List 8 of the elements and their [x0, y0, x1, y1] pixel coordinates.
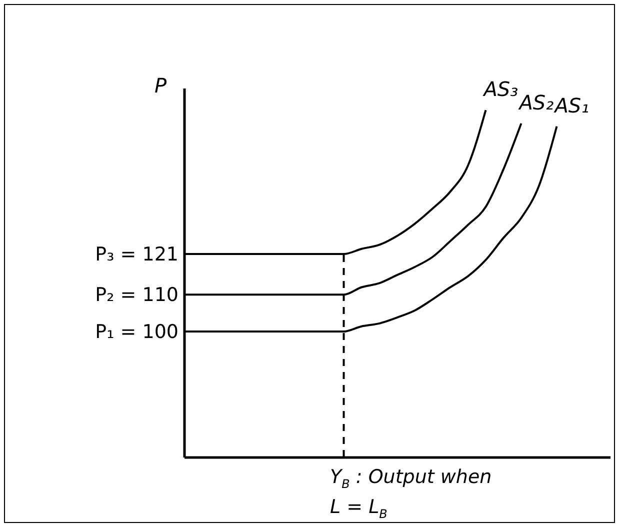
- series-label: AS₁: [552, 93, 590, 118]
- series-label: AS₃: [482, 77, 518, 102]
- y-tick-label: P₁ = 100: [95, 321, 178, 344]
- x-axis-title: Y$_{B}$ : Output when L = L$_{B}$: [330, 466, 493, 523]
- series-label: AS₂: [517, 90, 554, 114]
- y-axis-title: P: [154, 74, 168, 98]
- y-tick-label: P₃ = 121: [95, 244, 178, 266]
- y-tick-label: P₂ = 110: [95, 284, 178, 306]
